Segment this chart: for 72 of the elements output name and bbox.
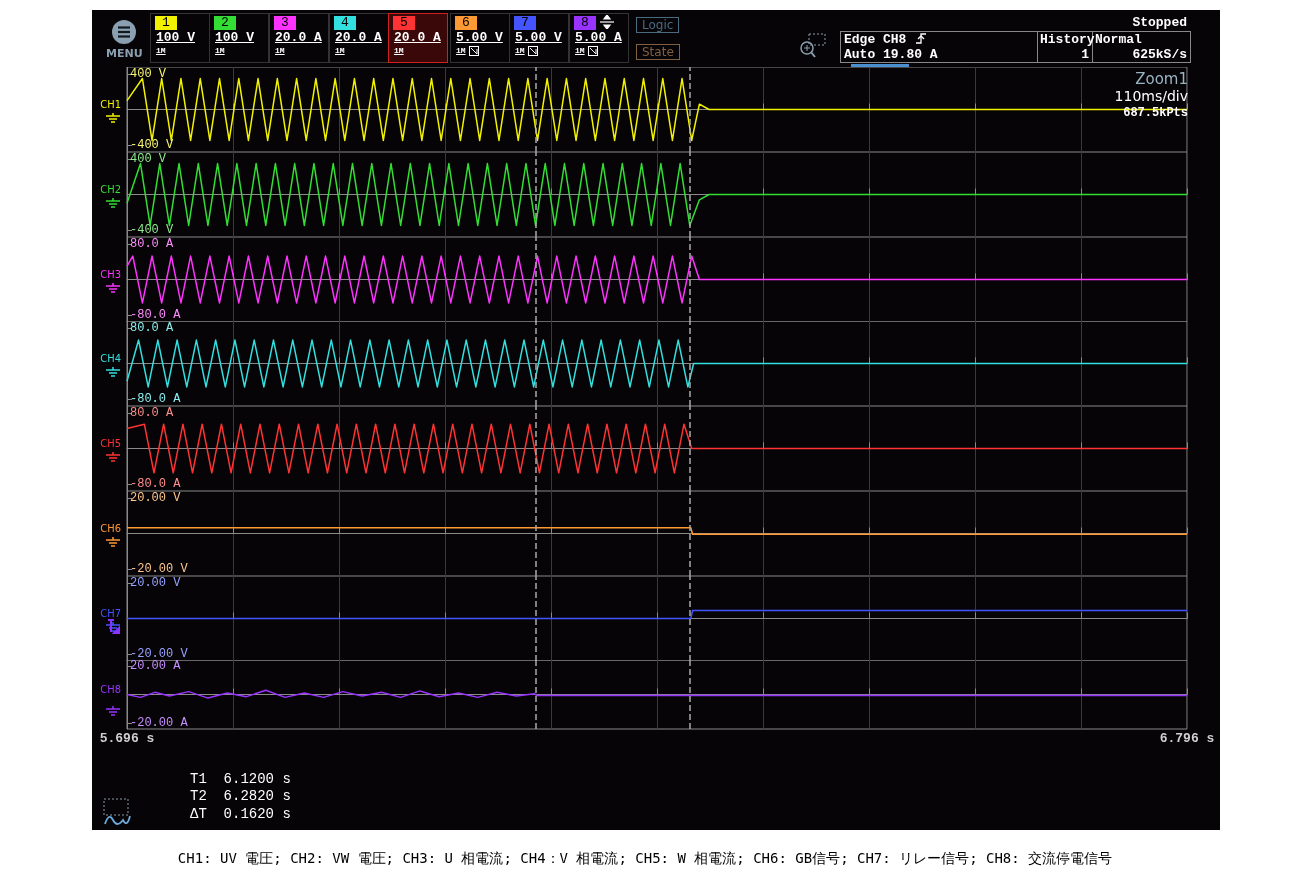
text: 625kS/s [1131,47,1187,62]
text: 20.0 A [394,30,441,45]
y-tick-label: 80.0 A [130,406,175,421]
text: 1M [335,46,345,55]
text: 5 [393,15,415,30]
text: Logic [636,17,680,33]
text: 1M [456,46,466,55]
y-tick-label: -20.00 A [130,716,189,731]
text: 1 [155,15,177,30]
text: T2 6.2820 s [190,788,291,804]
text: 6 [455,15,477,30]
y-tick-label: -400 V [130,137,175,152]
text: Edge CH8 [844,32,907,47]
line-series [126,423,1188,474]
y-axis-title: CH4 [100,351,121,365]
y-tick-label: 20.00 A [130,659,182,673]
text: 100 V [215,30,255,45]
text: Normal [1095,32,1142,47]
text: 1M [156,46,166,55]
text: MENU [106,47,143,61]
text: 4 [334,15,356,30]
y-tick-label: -20.00 V [130,561,189,576]
text: T1 6.1200 s [190,771,291,787]
x-tick-label: 5.696 s [99,731,155,747]
y-tick-label: 400 V [130,151,167,166]
text: 8 [574,15,596,30]
y-axis-title: CH8 [100,682,121,696]
text: 3 [274,15,296,30]
text: 20.0 A [275,30,322,45]
text: 7 [514,15,536,30]
text: State [636,44,680,60]
text: History [1040,32,1095,47]
text: 5.00 V [456,30,503,45]
annotation: 110ms/div [1113,88,1188,104]
text: 1M [575,46,585,55]
text: 1M [515,46,525,55]
y-tick-label: -80.0 A [130,392,182,407]
y-axis-title: CH5 [100,436,121,450]
text: 1M [215,46,225,55]
line-series [126,254,1188,304]
y-tick-label: -80.0 A [130,307,182,322]
y-tick-label: -80.0 A [130,476,182,491]
y-tick-label: -20.00 V [130,646,189,661]
y-axis-title: CH7 [100,606,121,619]
text: 1 [1080,47,1089,62]
text: 5.00 A [575,30,622,45]
y-tick-label: -400 V [130,222,175,237]
line-series [126,689,1188,700]
x-tick-label: 6.796 s [1159,731,1215,747]
line-series [126,162,1188,226]
y-tick-label: 20.00 V [130,490,182,505]
text: 20.0 A [335,30,382,45]
y-tick-label: 80.0 A [130,321,175,336]
line-series [126,339,1188,388]
y-tick-label: 400 V [130,67,167,82]
y-axis-title: CH1 [100,97,121,111]
y-tick-label: 20.00 V [130,575,182,590]
text: CH1: UV 電圧; CH2: VW 電圧; CH3: U 相電流; CH4：V 相電流; CH5: W 相電流; CH6: GB信号; CH7: リレー信号; CH8: 交流停電信号 [176,849,1114,867]
text: Auto 19.80 A [844,47,938,62]
annotation: 687.5kPts [1122,106,1188,120]
annotation: Zoom1 [1134,70,1188,88]
text: 2 [214,15,236,30]
y-axis-title: CH2 [100,182,121,196]
text: Stopped [1131,15,1187,30]
y-axis-title: CH3 [100,267,121,280]
text: 1M [275,46,285,55]
text: 5.00 V [515,30,562,45]
y-axis-title: CH6 [100,521,121,535]
y-tick-label: 80.0 A [130,236,175,251]
text: 100 V [156,30,196,45]
text: ΔT 0.1620 s [190,806,291,822]
text: 1M [394,46,404,55]
